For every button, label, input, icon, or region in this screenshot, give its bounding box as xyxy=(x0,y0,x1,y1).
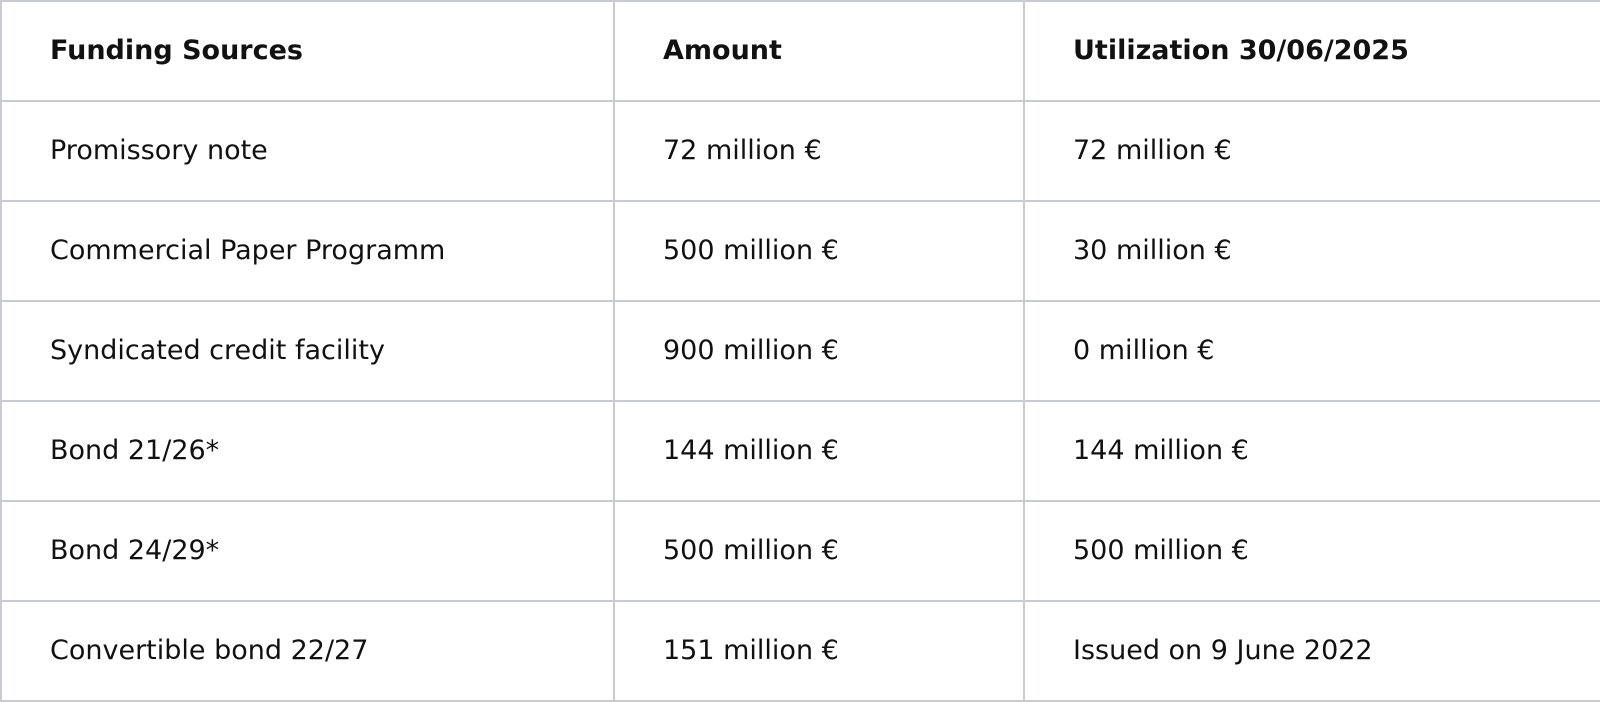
table-row: Convertible bond 22/27 151 million € Iss… xyxy=(0,600,1600,702)
cell-amount: 151 million € xyxy=(613,600,1025,702)
cell-utilization: 500 million € xyxy=(1023,500,1600,602)
cell-funding-source: Bond 21/26* xyxy=(0,400,615,502)
cell-funding-source: Bond 24/29* xyxy=(0,500,615,602)
cell-amount: 500 million € xyxy=(613,500,1025,602)
cell-amount: 500 million € xyxy=(613,200,1025,302)
table-row: Bond 24/29* 500 million € 500 million € xyxy=(0,500,1600,602)
header-funding-sources: Funding Sources xyxy=(0,0,615,102)
header-amount: Amount xyxy=(613,0,1025,102)
header-utilization: Utilization 30/06/2025 xyxy=(1023,0,1600,102)
cell-utilization: Issued on 9 June 2022 xyxy=(1023,600,1600,702)
table-row: Bond 21/26* 144 million € 144 million € xyxy=(0,400,1600,502)
cell-amount: 900 million € xyxy=(613,300,1025,402)
table-header-row: Funding Sources Amount Utilization 30/06… xyxy=(0,0,1600,102)
cell-funding-source: Promissory note xyxy=(0,100,615,202)
cell-utilization: 30 million € xyxy=(1023,200,1600,302)
cell-utilization: 0 million € xyxy=(1023,300,1600,402)
cell-utilization: 72 million € xyxy=(1023,100,1600,202)
cell-funding-source: Convertible bond 22/27 xyxy=(0,600,615,702)
cell-amount: 144 million € xyxy=(613,400,1025,502)
cell-funding-source: Syndicated credit facility xyxy=(0,300,615,402)
table-row: Commercial Paper Programm 500 million € … xyxy=(0,200,1600,302)
cell-funding-source: Commercial Paper Programm xyxy=(0,200,615,302)
table-row: Syndicated credit facility 900 million €… xyxy=(0,300,1600,402)
table-row: Promissory note 72 million € 72 million … xyxy=(0,100,1600,202)
cell-amount: 72 million € xyxy=(613,100,1025,202)
cell-utilization: 144 million € xyxy=(1023,400,1600,502)
